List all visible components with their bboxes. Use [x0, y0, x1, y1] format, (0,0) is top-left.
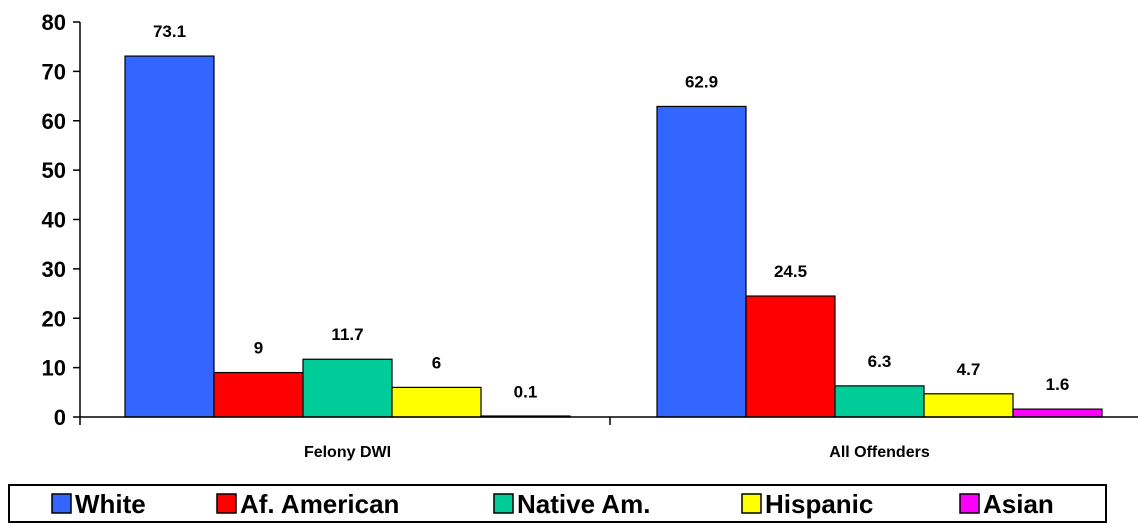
data-label: 6 [432, 353, 441, 372]
data-label: 0.1 [514, 383, 538, 402]
data-label: 24.5 [774, 262, 807, 281]
legend-swatch [51, 493, 72, 514]
data-labels: 73.1 62.9 9 24.5 11.7 6.3 6 4.7 0.1 1.6 [153, 22, 1069, 401]
x-axis: Felony DWI All Offenders [79, 416, 1138, 461]
bar [213, 371, 304, 418]
data-label: 1.6 [1046, 375, 1070, 394]
data-label: 4.7 [957, 360, 981, 379]
legend-label: Native Am. [517, 489, 650, 519]
legend-swatch [959, 493, 980, 514]
data-label: 11.7 [331, 325, 363, 344]
legend-label: White [75, 489, 146, 519]
legend: White Af. American Native Am. Hispanic Asian [8, 484, 1107, 523]
category-label: Felony DWI [304, 444, 391, 461]
bar [656, 105, 747, 418]
y-tick-label: 70 [42, 59, 66, 84]
data-label: 73.1 [153, 22, 186, 41]
y-tick-label: 40 [42, 208, 66, 233]
bar [302, 358, 393, 418]
y-tick-label: 60 [42, 109, 66, 134]
legend-swatch [741, 493, 762, 514]
y-axis: 0 10 20 30 40 50 60 70 80 [42, 10, 81, 430]
legend-swatch [216, 493, 237, 514]
data-label: 6.3 [868, 352, 892, 371]
bar [834, 385, 925, 418]
y-tick-label: 50 [42, 158, 66, 183]
y-tick-label: 20 [42, 306, 66, 331]
bar [923, 393, 1014, 418]
legend-label: Hispanic [765, 489, 873, 519]
bars [124, 55, 1103, 418]
data-label: 9 [254, 339, 263, 358]
bar [391, 386, 482, 418]
legend-swatch [493, 493, 514, 514]
y-tick-label: 80 [42, 10, 66, 35]
legend-label: Af. American [240, 489, 399, 519]
y-tick-label: 0 [54, 405, 66, 430]
bar [745, 295, 836, 418]
bar [124, 55, 215, 418]
category-label: All Offenders [829, 444, 930, 461]
bar [1012, 408, 1103, 418]
y-tick-label: 10 [42, 356, 66, 381]
legend-box [8, 484, 1107, 523]
legend-label: Asian [983, 489, 1054, 519]
data-label: 62.9 [685, 72, 718, 91]
y-tick-label: 30 [42, 257, 66, 282]
